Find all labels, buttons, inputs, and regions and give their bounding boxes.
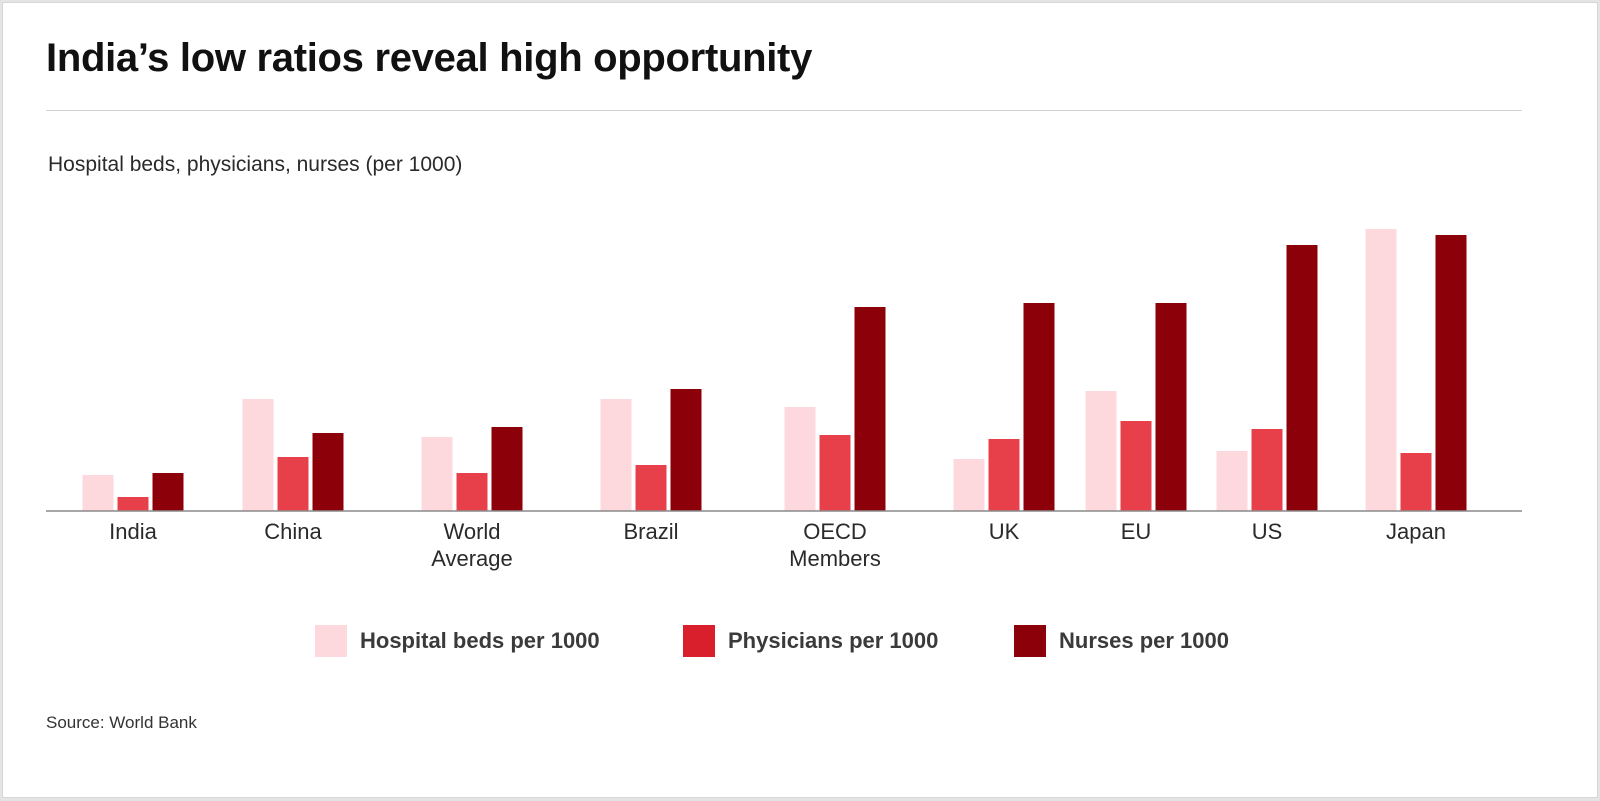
x-tick-label-brazil: Brazil — [623, 519, 678, 544]
legend-item-physicians: Physicians per 1000 — [683, 624, 938, 658]
bar-hospital-beds-per-1000-brazil — [600, 399, 632, 511]
bar-hospital-beds-per-1000-india — [82, 475, 114, 511]
bar-hospital-beds-per-1000-world-average — [421, 437, 453, 511]
source-note: Source: World Bank — [46, 713, 197, 732]
bar-nurses-per-1000-china — [312, 433, 344, 511]
legend-item-hospital-beds: Hospital beds per 1000 — [315, 624, 600, 658]
x-tick-label-uk: UK — [989, 519, 1020, 544]
legend-label-nurses: Nurses per 1000 — [1059, 628, 1229, 653]
chart-title: India’s low ratios reveal high opportuni… — [46, 36, 813, 80]
bar-physicians-per-1000-world-average — [456, 473, 488, 511]
legend-item-nurses: Nurses per 1000 — [1014, 624, 1229, 658]
bar-hospital-beds-per-1000-oecd-members — [784, 407, 816, 511]
bar-nurses-per-1000-world-average — [491, 427, 523, 511]
bar-nurses-per-1000-eu — [1155, 303, 1187, 511]
legend: Hospital beds per 1000 Physicians per 10… — [0, 624, 1600, 664]
legend-label-physicians: Physicians per 1000 — [728, 628, 939, 653]
bar-hospital-beds-per-1000-us — [1216, 451, 1248, 511]
bar-physicians-per-1000-brazil — [635, 465, 667, 511]
x-tick-label-india: India — [109, 519, 157, 544]
bar-physicians-per-1000-japan — [1400, 453, 1432, 511]
bar-hospital-beds-per-1000-japan — [1365, 229, 1397, 511]
x-tick-label-world-average: World Average — [431, 519, 513, 571]
legend-label-hospital-beds: Hospital beds per 1000 — [360, 628, 600, 653]
bar-nurses-per-1000-oecd-members — [854, 307, 886, 511]
x-tick-label-japan: Japan — [1386, 519, 1446, 544]
bar-physicians-per-1000-oecd-members — [819, 435, 851, 511]
bar-hospital-beds-per-1000-eu — [1085, 391, 1117, 511]
bar-nurses-per-1000-uk — [1023, 303, 1055, 511]
legend-swatch-hospital-beds — [315, 625, 347, 657]
legend-swatch-physicians — [683, 625, 715, 657]
x-tick-label-china: China — [264, 519, 322, 544]
bar-hospital-beds-per-1000-uk — [953, 459, 985, 511]
x-tick-label-eu: EU — [1121, 519, 1152, 544]
title-divider — [46, 110, 1522, 111]
bar-physicians-per-1000-china — [277, 457, 309, 511]
bar-hospital-beds-per-1000-china — [242, 399, 274, 511]
bar-nurses-per-1000-india — [152, 473, 184, 511]
bar-nurses-per-1000-brazil — [670, 389, 702, 511]
x-tick-label-oecd-members: OECD Members — [789, 519, 881, 571]
bar-physicians-per-1000-eu — [1120, 421, 1152, 511]
bar-nurses-per-1000-japan — [1435, 235, 1467, 511]
legend-swatch-nurses — [1014, 625, 1046, 657]
y-axis-label: Hospital beds, physicians, nurses (per 1… — [48, 153, 463, 176]
bar-nurses-per-1000-us — [1286, 245, 1318, 511]
bar-physicians-per-1000-india — [117, 497, 149, 511]
bar-physicians-per-1000-us — [1251, 429, 1283, 511]
x-tick-label-us: US — [1252, 519, 1283, 544]
bar-physicians-per-1000-uk — [988, 439, 1020, 511]
